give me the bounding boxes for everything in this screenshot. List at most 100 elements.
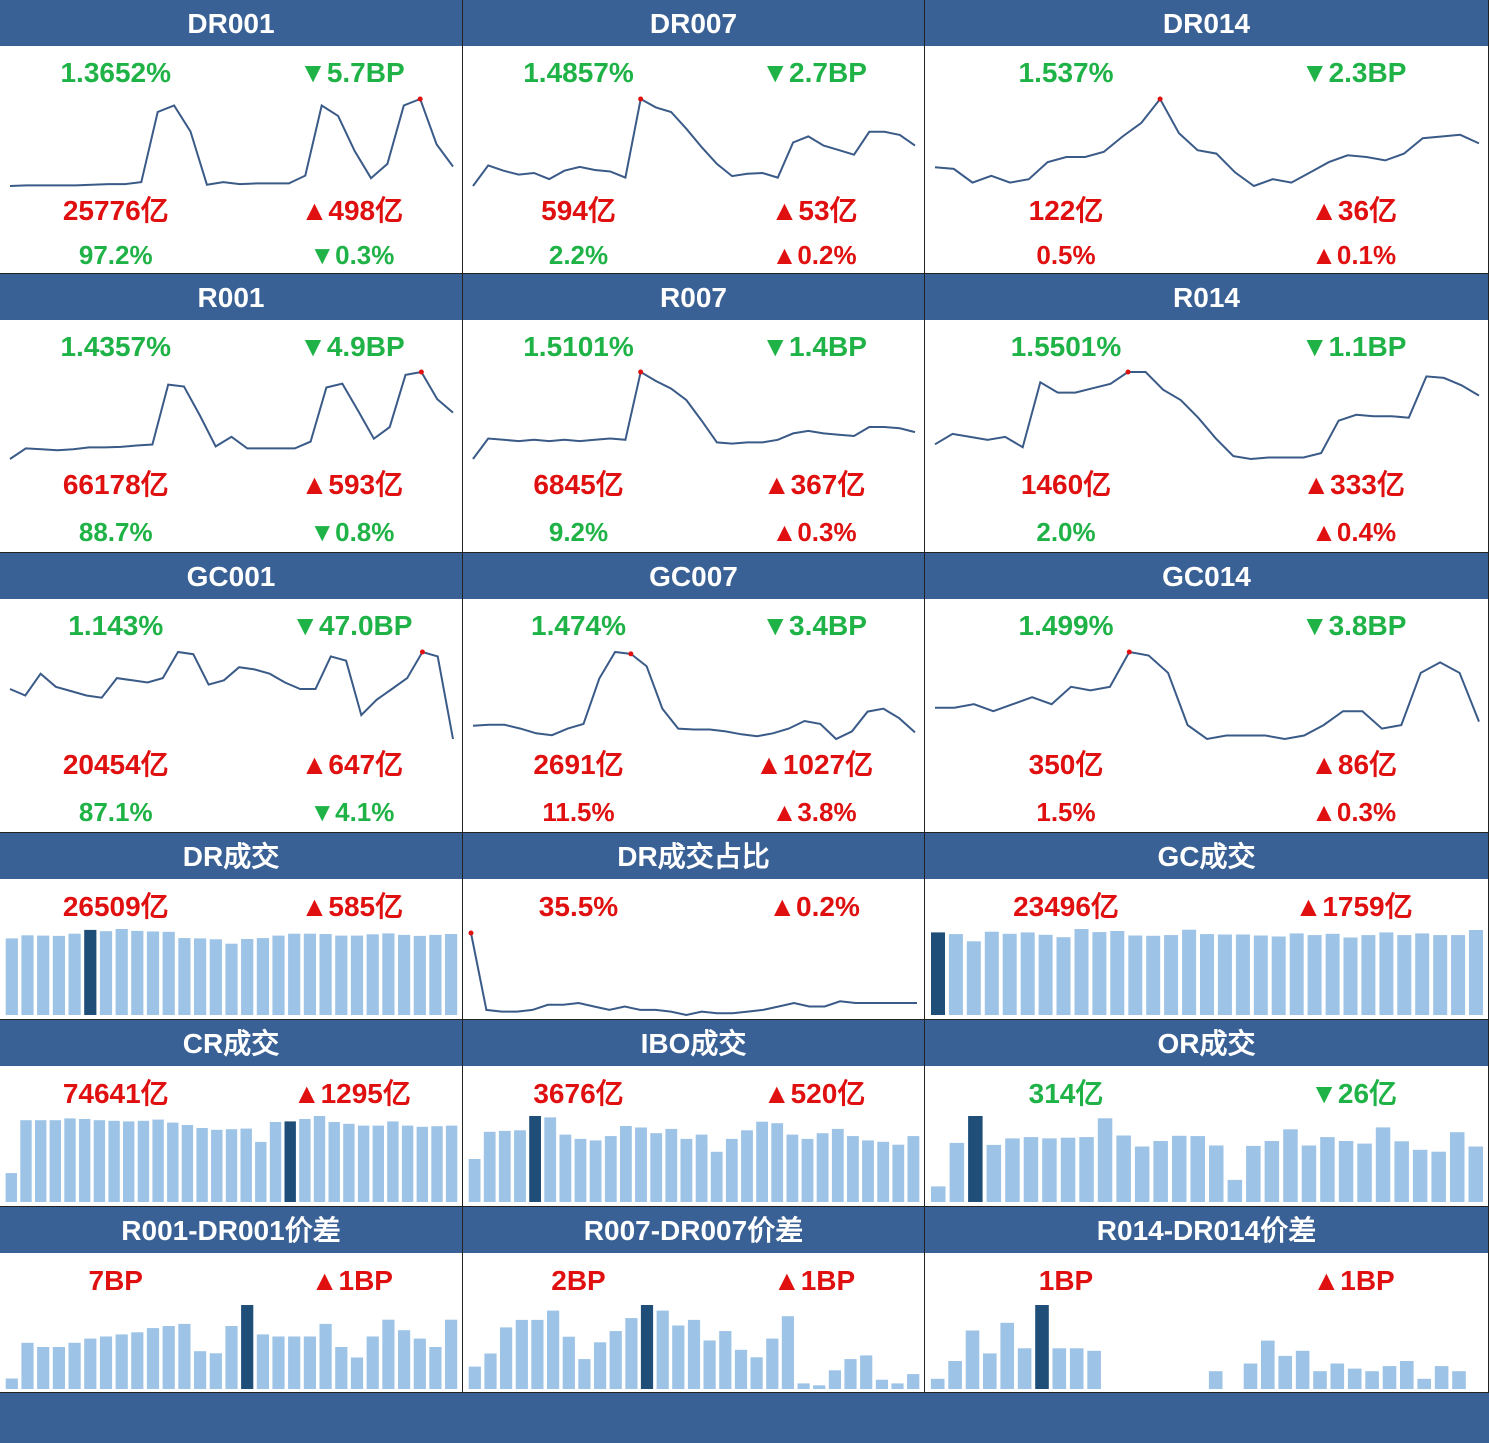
panel-title: R014-DR014价差 bbox=[925, 1207, 1488, 1253]
share-value: 9.2% bbox=[548, 517, 609, 547]
bar bbox=[1209, 1145, 1224, 1202]
bar bbox=[781, 1316, 794, 1389]
bar bbox=[771, 1123, 784, 1202]
bar bbox=[1283, 1129, 1298, 1202]
bar bbox=[1468, 1146, 1483, 1202]
bar bbox=[1325, 933, 1340, 1015]
bar bbox=[52, 935, 65, 1015]
panel-title: CR成交 bbox=[0, 1020, 462, 1066]
panel-title: R007-DR007价差 bbox=[463, 1207, 924, 1253]
bar bbox=[1375, 1127, 1391, 1202]
bar bbox=[574, 1138, 587, 1202]
bar bbox=[710, 1151, 723, 1202]
bar bbox=[429, 1347, 442, 1389]
bar bbox=[1190, 1136, 1205, 1202]
bar bbox=[241, 1305, 254, 1389]
panel-dr014: DR014 1.537% ▼2.3BP 122亿 ▲36亿 0.5% ▲0.1% bbox=[925, 0, 1489, 274]
bar bbox=[1079, 1137, 1094, 1202]
bar bbox=[547, 1310, 560, 1389]
bar bbox=[1415, 933, 1430, 1015]
bar bbox=[948, 1361, 962, 1389]
bar bbox=[99, 931, 113, 1015]
bar bbox=[766, 1338, 779, 1389]
volume-value: 20454亿 bbox=[62, 749, 169, 780]
chart bbox=[468, 1305, 920, 1389]
bar bbox=[1023, 1137, 1039, 1202]
bar bbox=[68, 933, 81, 1015]
bar bbox=[750, 1357, 763, 1389]
highlight-point bbox=[417, 96, 423, 102]
volume-value: 25776亿 bbox=[62, 195, 169, 226]
panel-r007: R007 1.5101% ▼1.4BP 6845亿 ▲367亿 9.2% ▲0.3% bbox=[463, 274, 925, 553]
bar bbox=[115, 1334, 128, 1389]
bar bbox=[241, 939, 254, 1015]
bar bbox=[1146, 935, 1161, 1015]
volume-value: 122亿 bbox=[1028, 195, 1104, 226]
volume-change: ▲36亿 bbox=[1310, 195, 1398, 226]
bar bbox=[1434, 1366, 1449, 1389]
bar bbox=[366, 1336, 379, 1389]
bar bbox=[240, 1128, 252, 1202]
bar bbox=[907, 1374, 920, 1389]
bar bbox=[303, 1336, 316, 1389]
bar bbox=[209, 1353, 222, 1389]
bar bbox=[162, 1326, 175, 1389]
highlight-point bbox=[628, 651, 634, 657]
chart bbox=[9, 649, 454, 740]
bar bbox=[1307, 935, 1322, 1015]
bar bbox=[382, 933, 395, 1015]
share-change: ▲0.3% bbox=[771, 517, 857, 547]
highlight-point bbox=[468, 930, 474, 936]
bar bbox=[398, 934, 411, 1015]
bar bbox=[1338, 1141, 1354, 1202]
chart bbox=[931, 1116, 1483, 1202]
highlight-point bbox=[419, 649, 425, 655]
bar bbox=[1261, 1340, 1275, 1389]
bar bbox=[725, 1138, 738, 1202]
rate-change: ▼2.7BP bbox=[761, 57, 867, 88]
volume-change: ▲333亿 bbox=[1302, 469, 1405, 500]
bar bbox=[1433, 935, 1448, 1015]
panel-title: GC001 bbox=[0, 553, 462, 599]
bar bbox=[272, 935, 285, 1015]
volume-change: ▲1027亿 bbox=[755, 749, 874, 780]
bar bbox=[1397, 935, 1412, 1015]
bar bbox=[635, 1127, 647, 1202]
bar bbox=[1330, 1363, 1345, 1389]
bar bbox=[665, 1128, 678, 1202]
volume-value: 35.5% bbox=[538, 891, 619, 922]
panel-title: GC014 bbox=[925, 553, 1488, 599]
bar bbox=[37, 935, 50, 1015]
panel-spread-1: R001-DR001价差 7BP ▲1BP bbox=[0, 1207, 463, 1393]
bar bbox=[225, 1326, 238, 1389]
bar bbox=[196, 1128, 208, 1202]
bar bbox=[313, 1116, 326, 1202]
volume-value: 350亿 bbox=[1028, 749, 1104, 780]
bar bbox=[1042, 1138, 1057, 1202]
bar bbox=[968, 1116, 983, 1202]
bar bbox=[1450, 1132, 1465, 1202]
bar bbox=[948, 934, 963, 1015]
panel-r014: R014 1.5501% ▼1.1BP 1460亿 ▲333亿 2.0% ▲0.4% bbox=[925, 274, 1489, 553]
bar bbox=[152, 1119, 164, 1202]
bar bbox=[1069, 1348, 1084, 1389]
bar bbox=[5, 1378, 18, 1389]
bar bbox=[79, 1119, 91, 1202]
volume-value: 6845亿 bbox=[533, 469, 624, 500]
bar bbox=[445, 1319, 458, 1389]
rate-change: ▼4.9BP bbox=[299, 331, 405, 362]
rate-value: 1.143% bbox=[68, 610, 164, 641]
bar bbox=[115, 929, 128, 1015]
volume-change: ▲585亿 bbox=[300, 891, 404, 922]
series-line bbox=[472, 650, 916, 741]
bar bbox=[1110, 931, 1125, 1015]
bar bbox=[1289, 933, 1304, 1015]
bar bbox=[299, 1119, 311, 1202]
bar bbox=[860, 1355, 873, 1389]
bar bbox=[350, 1357, 364, 1389]
bar bbox=[847, 1136, 859, 1202]
bar bbox=[1264, 1141, 1280, 1202]
series-line bbox=[9, 650, 454, 740]
series-line bbox=[472, 370, 916, 460]
panel-spread-3: R014-DR014价差 1BP ▲1BP bbox=[925, 1207, 1489, 1393]
